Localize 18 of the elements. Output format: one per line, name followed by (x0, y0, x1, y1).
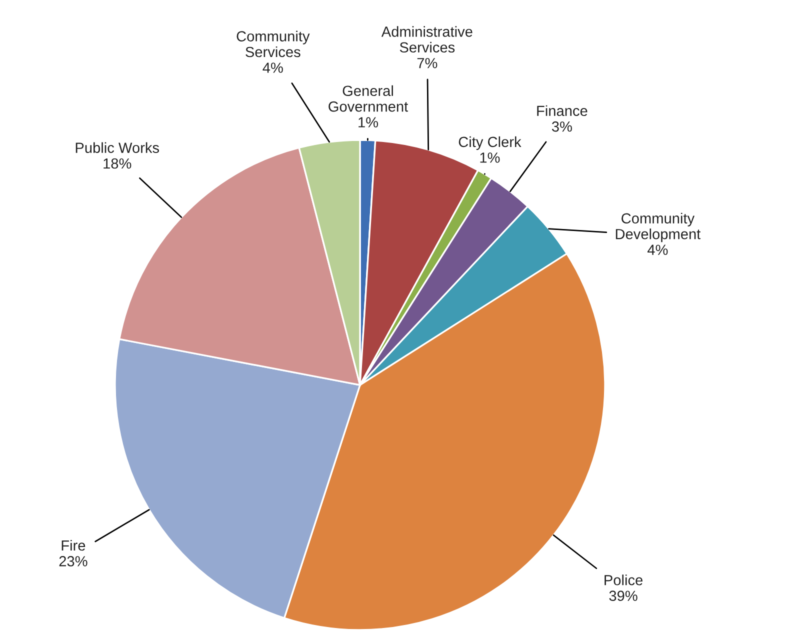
data-label: 4% (647, 244, 668, 255)
slice-label: Police (604, 574, 642, 586)
slice-label: City Clerk (458, 136, 522, 150)
data-label: 18% (104, 158, 132, 169)
data-label: 7% (417, 58, 438, 68)
slice-label: Finance (537, 105, 588, 116)
data-label: 4% (262, 62, 283, 73)
slice-label: Community Services (236, 30, 310, 58)
data-label: 23% (59, 556, 88, 566)
data-label: 3% (552, 121, 572, 132)
slice-label: Community Development (616, 212, 701, 242)
slice-label: Administrative Services (381, 26, 472, 53)
data-label: 1% (480, 152, 500, 163)
data-label: 39% (609, 590, 638, 601)
slice-label: General Government (328, 85, 408, 112)
slice-label: Public Works (76, 142, 159, 153)
slice-label: Fire (62, 540, 86, 551)
data-label: 1% (358, 117, 378, 128)
